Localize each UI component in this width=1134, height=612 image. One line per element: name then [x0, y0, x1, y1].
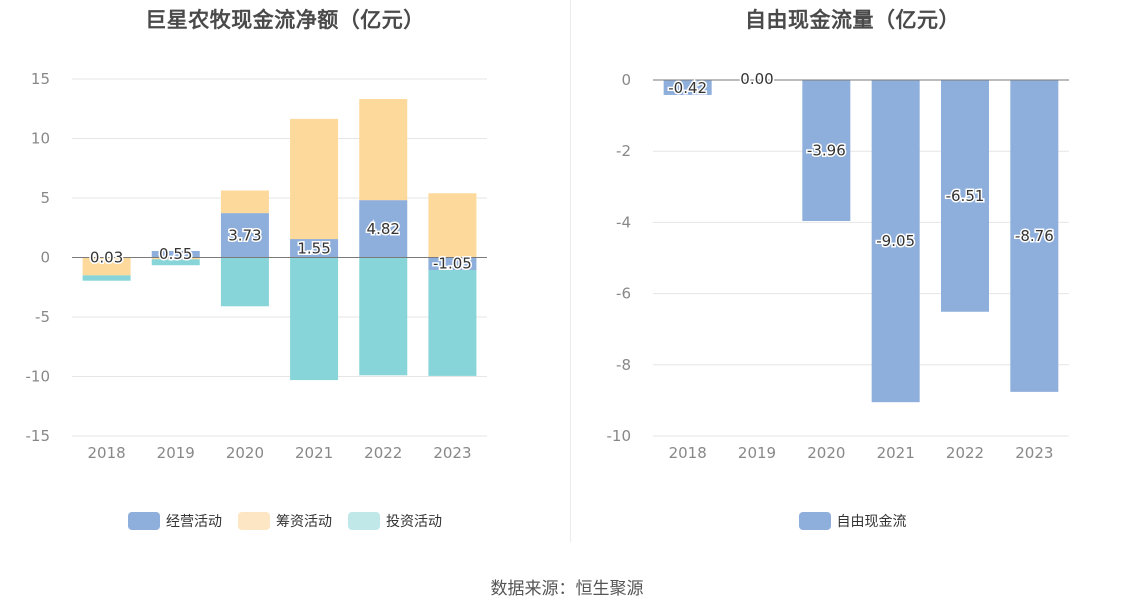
data-label: 0.03 [90, 248, 123, 266]
data-label: -6.51 [946, 187, 985, 205]
legend-label: 自由现金流 [836, 514, 907, 530]
legend-label: 筹资活动 [276, 514, 332, 530]
data-label: -0.42 [668, 79, 707, 97]
legend-label: 经营活动 [166, 514, 222, 530]
cash-flow-net-panel: 巨星农牧现金流净额（亿元） 15 10 5 0 -5 -10 -15 2018 2019 2020… [0, 0, 570, 560]
chart-title: 自由现金流量（亿元） [745, 8, 960, 32]
bar-2023-series-0 [1010, 80, 1059, 392]
data-label: 4.82 [367, 220, 400, 238]
legend-swatch [238, 512, 270, 530]
bar-2022-series-0 [359, 200, 408, 258]
legend-label: 投资活动 [386, 514, 442, 530]
bar-2023-series-2 [428, 269, 477, 376]
legend-item-operating[interactable]: 经营活动 [128, 511, 222, 531]
panel-divider [570, 0, 571, 542]
bar-2022-series-0 [941, 80, 989, 312]
data-label: -1.05 [433, 255, 472, 273]
x-tick-label: 2019 [157, 444, 195, 462]
data-label: 1.55 [297, 239, 330, 257]
x-tick-label: 2021 [295, 444, 333, 462]
bar-2022-series-1 [359, 98, 408, 201]
bar-2018-series-1 [82, 257, 131, 276]
data-label: -8.76 [1015, 227, 1054, 245]
bar-2019-series-0 [151, 250, 200, 258]
y-tick-label: -2 [616, 142, 631, 160]
legend-item-free-cash-flow[interactable]: 自由现金流 [798, 511, 907, 531]
legend-swatch [798, 512, 831, 530]
bar-2020-series-0 [220, 213, 269, 258]
bar-2023-series-1 [428, 193, 477, 258]
x-tick-label: 2021 [877, 444, 915, 462]
bar-2021-series-0 [290, 239, 339, 258]
y-tick-label: -10 [26, 368, 51, 386]
data-label: 0.00 [740, 70, 773, 88]
bar-2019-series-1 [151, 257, 200, 260]
x-tick-label: 2019 [738, 444, 776, 462]
chart-title: 巨星农牧现金流净额（亿元） [145, 8, 425, 32]
y-tick-label: 15 [31, 70, 50, 88]
x-tick-label: 2023 [433, 444, 471, 462]
data-source: 数据来源：恒生聚源 [490, 579, 644, 599]
x-tick-label: 2018 [669, 444, 707, 462]
free-cash-flow-panel: 自由现金流量（亿元） 0 -2 -4 -6 -8 -10 2018 2019 2020 2021 2… [571, 0, 1134, 560]
bar-2021-series-1 [290, 118, 339, 240]
bar-2019-series-2 [151, 259, 200, 266]
legend: 经营活动 筹资活动 投资活动 [0, 511, 570, 531]
y-tick-label: 0 [621, 71, 631, 89]
free-cash-flow-chart: 0 -2 -4 -6 -8 -10 2018 2019 2020 2021 2022 2023 -0.4… [607, 69, 1069, 462]
bar-2020-series-1 [220, 190, 269, 214]
y-tick-label: -6 [616, 285, 631, 303]
x-tick-label: 2018 [87, 444, 125, 462]
y-tick-label: 10 [31, 130, 50, 148]
y-tick-label: 5 [40, 189, 50, 207]
x-tick-label: 2023 [1015, 444, 1053, 462]
y-tick-label: -10 [607, 427, 632, 445]
legend-item-financing[interactable]: 筹资活动 [238, 511, 332, 531]
bar-2018-series-0 [663, 80, 712, 95]
y-tick-label: -8 [616, 356, 631, 374]
x-tick-label: 2022 [364, 444, 402, 462]
data-label: -3.96 [807, 141, 846, 159]
bar-2022-series-2 [359, 257, 408, 376]
legend-swatch [348, 512, 380, 530]
y-tick-label: -4 [616, 213, 631, 231]
x-tick-label: 2020 [226, 444, 264, 462]
legend-item-investing[interactable]: 投资活动 [348, 511, 442, 531]
bar-2023-series-0 [428, 257, 477, 270]
data-label: 3.73 [228, 226, 261, 244]
y-tick-label: -5 [35, 308, 50, 326]
bar-2021-series-0 [871, 80, 920, 403]
y-tick-label: 0 [40, 249, 50, 267]
cash-flow-net-chart: 15 10 5 0 -5 -10 -15 2018 2019 2020 2021 2022 2023 0.… [26, 70, 487, 462]
bar-2020-series-2 [220, 257, 269, 307]
bar-2020-series-0 [802, 80, 851, 221]
x-tick-label: 2022 [946, 444, 984, 462]
bar-2018-series-2 [82, 275, 131, 281]
x-tick-label: 2020 [807, 444, 845, 462]
data-label: 0.55 [159, 245, 192, 263]
data-label: -9.05 [876, 232, 915, 250]
y-tick-label: -15 [26, 427, 51, 445]
legend-swatch [128, 512, 160, 530]
legend: 自由现金流 [571, 511, 1134, 531]
bar-2021-series-2 [290, 257, 339, 381]
